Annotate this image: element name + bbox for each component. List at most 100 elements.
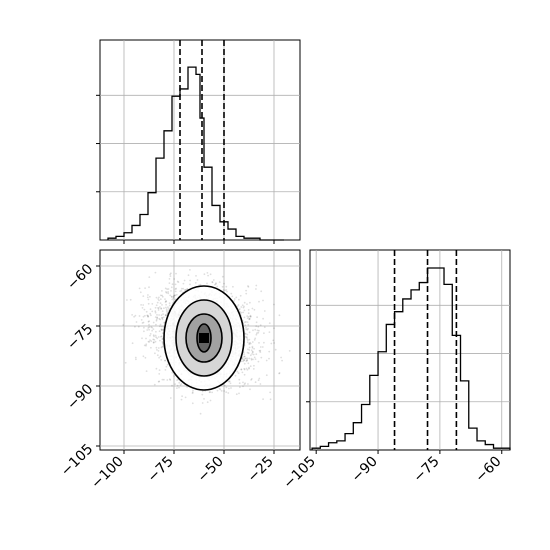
scatter-point xyxy=(154,340,157,343)
scatter-point xyxy=(168,304,171,307)
scatter-point xyxy=(191,391,194,393)
scatter-point xyxy=(263,310,266,312)
scatter-point xyxy=(206,401,209,404)
scatter-point xyxy=(243,355,246,358)
scatter-point xyxy=(189,283,191,286)
scatter-point xyxy=(268,350,271,353)
scatter-point xyxy=(148,276,151,278)
scatter-point xyxy=(163,321,166,324)
scatter-point xyxy=(156,316,159,319)
y-tick-label: −90 xyxy=(64,381,96,413)
scatter-point xyxy=(154,306,157,309)
scatter-point xyxy=(243,309,246,312)
scatter-point xyxy=(249,342,252,345)
scatter-point xyxy=(157,347,160,349)
scatter-point xyxy=(248,343,251,346)
scatter-point xyxy=(258,342,260,344)
scatter-point xyxy=(134,356,137,359)
scatter-point xyxy=(247,327,249,330)
scatter-point xyxy=(230,292,233,295)
scatter-point xyxy=(135,321,138,323)
scatter-point xyxy=(272,339,275,342)
tick-marks xyxy=(96,94,275,244)
scatter-point xyxy=(258,300,260,303)
scatter-point xyxy=(150,346,152,349)
scatter-point xyxy=(142,355,145,358)
scatter-point xyxy=(223,384,226,387)
scatter-point xyxy=(158,356,161,359)
scatter-point xyxy=(166,288,169,290)
scatter-point xyxy=(142,321,145,324)
scatter-point xyxy=(253,308,256,311)
scatter-point xyxy=(250,358,253,361)
scatter-point xyxy=(228,380,231,383)
scatter-point xyxy=(211,281,214,283)
scatter-point xyxy=(167,288,170,290)
scatter-point xyxy=(260,290,263,293)
scatter-point xyxy=(241,356,244,359)
scatter-point xyxy=(157,307,159,309)
scatter-point xyxy=(159,325,161,328)
scatter-point xyxy=(229,382,232,385)
scatter-point xyxy=(246,303,248,305)
scatter-point xyxy=(265,359,268,362)
scatter-point xyxy=(268,331,271,333)
scatter-point xyxy=(165,309,168,312)
scatter-point xyxy=(244,335,247,338)
scatter-point xyxy=(251,341,254,343)
contour-line xyxy=(163,285,245,391)
scatter-point xyxy=(147,314,149,317)
contour-line xyxy=(175,299,233,377)
scatter-point xyxy=(256,329,259,332)
scatter-point xyxy=(243,368,246,371)
scatter-point xyxy=(164,301,167,303)
scatter-point xyxy=(191,402,194,405)
scatter-point xyxy=(150,340,153,342)
scatter-point xyxy=(147,298,150,301)
scatter-point xyxy=(259,351,262,353)
scatter-point xyxy=(206,272,209,274)
scatter-point xyxy=(168,302,171,305)
scatter-point xyxy=(152,338,155,341)
scatter-point xyxy=(160,328,163,331)
scatter-point xyxy=(182,282,185,285)
scatter-point xyxy=(170,272,172,275)
scatter-point xyxy=(189,279,192,282)
scatter-point xyxy=(215,283,217,285)
scatter-point xyxy=(245,326,247,329)
scatter-point xyxy=(158,330,161,333)
scatter-point xyxy=(178,386,180,389)
scatter-point xyxy=(184,396,187,399)
scatter-point xyxy=(165,306,167,309)
scatter-point xyxy=(157,336,160,338)
scatter-point xyxy=(273,327,275,330)
scatter-point xyxy=(177,281,180,283)
scatter-point xyxy=(144,314,146,317)
scatter-point xyxy=(260,356,263,359)
scatter-point xyxy=(161,325,163,328)
scatter-point xyxy=(165,300,167,303)
scatter-point xyxy=(247,285,249,287)
scatter-point xyxy=(160,346,163,349)
scatter-point xyxy=(246,333,249,336)
scatter-point xyxy=(167,306,169,309)
scatter-point xyxy=(250,378,253,380)
scatter-point xyxy=(247,352,250,355)
scatter-point xyxy=(254,358,257,360)
scatter-point xyxy=(154,310,157,313)
scatter-point xyxy=(164,298,166,300)
scatter-point xyxy=(182,287,185,290)
scatter-point xyxy=(246,368,249,371)
scatter-point xyxy=(247,312,250,315)
scatter-point xyxy=(262,317,264,320)
scatter-point xyxy=(246,359,249,362)
scatter-point xyxy=(168,378,171,381)
scatter-point xyxy=(164,369,167,371)
scatter-point xyxy=(269,398,272,401)
scatter-point xyxy=(152,321,155,324)
scatter-point xyxy=(179,384,182,386)
scatter-point xyxy=(164,314,167,316)
scatter-point xyxy=(155,318,158,321)
scatter-point xyxy=(196,279,199,281)
scatter-point xyxy=(140,319,143,321)
